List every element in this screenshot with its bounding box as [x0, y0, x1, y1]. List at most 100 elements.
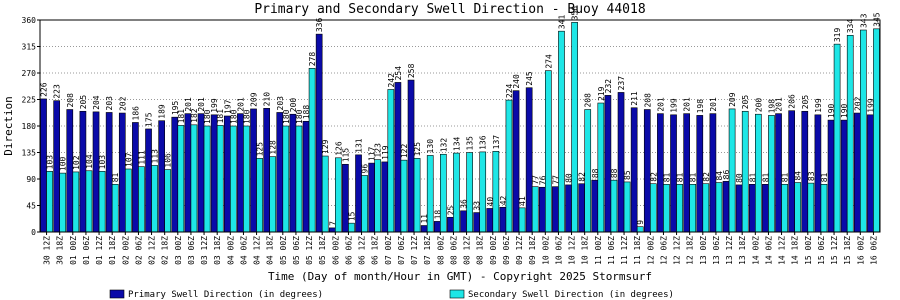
bar — [643, 109, 651, 233]
value-label: 180 — [295, 109, 304, 124]
bar — [689, 184, 697, 233]
value-label: 107 — [124, 152, 133, 167]
value-label: 208 — [66, 93, 75, 108]
value-label: 85 — [623, 170, 632, 180]
value-label: 208 — [643, 93, 652, 108]
value-label: 117 — [368, 146, 377, 161]
value-label: 198 — [696, 99, 705, 114]
x-tick-label: 02 00Z — [121, 236, 130, 265]
value-label: 202 — [853, 96, 862, 111]
value-label: 219 — [597, 86, 606, 101]
bar — [466, 152, 473, 233]
bar — [676, 184, 683, 233]
bar — [46, 171, 53, 233]
bar — [321, 155, 329, 233]
value-label: 201 — [197, 97, 206, 112]
legend-swatch — [109, 289, 125, 299]
x-tick-label: 11 12Z — [620, 236, 629, 265]
value-label: 203 — [105, 96, 114, 111]
bar — [447, 216, 454, 233]
x-tick-label: 13 12Z — [725, 236, 734, 265]
bar — [552, 186, 559, 233]
bar — [623, 181, 631, 233]
value-label: 103 — [98, 155, 107, 170]
bar — [125, 168, 132, 233]
bar — [72, 171, 80, 233]
value-label: 199 — [866, 98, 875, 113]
value-label: 200 — [754, 98, 763, 113]
bar — [295, 125, 303, 233]
bar — [525, 87, 533, 233]
value-label: 104 — [85, 154, 94, 169]
plot-frame — [39, 19, 881, 233]
bar — [289, 113, 297, 233]
value-label: 199 — [670, 98, 679, 113]
bar — [138, 166, 145, 233]
value-label: 201 — [236, 97, 245, 112]
value-label: 201 — [184, 97, 193, 112]
bar — [145, 128, 152, 233]
bar — [79, 110, 87, 233]
bar — [177, 125, 185, 233]
value-label: 181 — [177, 109, 186, 124]
value-label: 189 — [158, 104, 167, 119]
value-label: 180 — [203, 109, 212, 124]
value-label: 181 — [216, 109, 225, 124]
bar — [216, 125, 224, 233]
value-label: 211 — [630, 91, 639, 106]
value-label: 334 — [846, 19, 855, 34]
bar — [59, 172, 67, 233]
bar — [368, 162, 375, 233]
chart-title: Primary and Secondary Swell Direction - … — [254, 2, 645, 17]
value-label: 201 — [709, 97, 718, 112]
value-label: 223 — [53, 84, 62, 99]
value-label: 197 — [223, 99, 232, 114]
x-tick-label: 30 18Z — [56, 236, 65, 265]
bar — [250, 108, 257, 233]
value-label: 125 — [256, 142, 265, 157]
value-label: 82 — [578, 172, 587, 182]
x-tick-label: 08 18Z — [476, 236, 485, 265]
x-tick-label: 02 12Z — [148, 236, 157, 265]
bar — [860, 29, 867, 233]
x-tick-label: 14 18Z — [791, 236, 800, 265]
bar — [840, 119, 848, 233]
bar — [630, 107, 638, 233]
value-label: 88 — [610, 168, 619, 178]
value-label: 86 — [722, 170, 731, 180]
bar — [387, 89, 395, 233]
x-tick-label: 01 06Z — [82, 236, 91, 265]
bar — [591, 179, 599, 233]
value-label: 210 — [263, 92, 272, 107]
x-tick-label: 15 06Z — [817, 236, 826, 265]
value-label: 123 — [374, 143, 383, 158]
value-label: 84 — [794, 171, 803, 181]
value-label: 128 — [269, 140, 278, 155]
bar — [741, 110, 749, 233]
y-tick-label: 315 — [22, 43, 37, 52]
value-label: 254 — [394, 66, 403, 81]
x-tick-label: 15 00Z — [804, 236, 813, 265]
value-label: 199 — [210, 98, 219, 113]
value-label: 76 — [538, 175, 547, 185]
bar — [486, 208, 494, 233]
y-tick-label: 225 — [22, 96, 37, 105]
x-tick-label: 01 12Z — [95, 236, 104, 265]
x-tick-label: 01 18Z — [108, 236, 117, 265]
bar — [374, 159, 382, 233]
bar — [190, 124, 198, 233]
bar — [282, 125, 290, 233]
x-tick-label: 07 00Z — [384, 236, 393, 265]
bar — [492, 151, 500, 233]
value-label: 36 — [460, 199, 469, 209]
bar — [762, 184, 769, 233]
bar — [426, 155, 434, 233]
x-tick-label: 07 18Z — [423, 236, 432, 265]
value-label: 343 — [859, 13, 868, 28]
bar — [794, 182, 802, 233]
bar — [361, 175, 368, 233]
bar — [768, 115, 775, 233]
value-label: 208 — [584, 93, 593, 108]
bar — [203, 125, 211, 233]
